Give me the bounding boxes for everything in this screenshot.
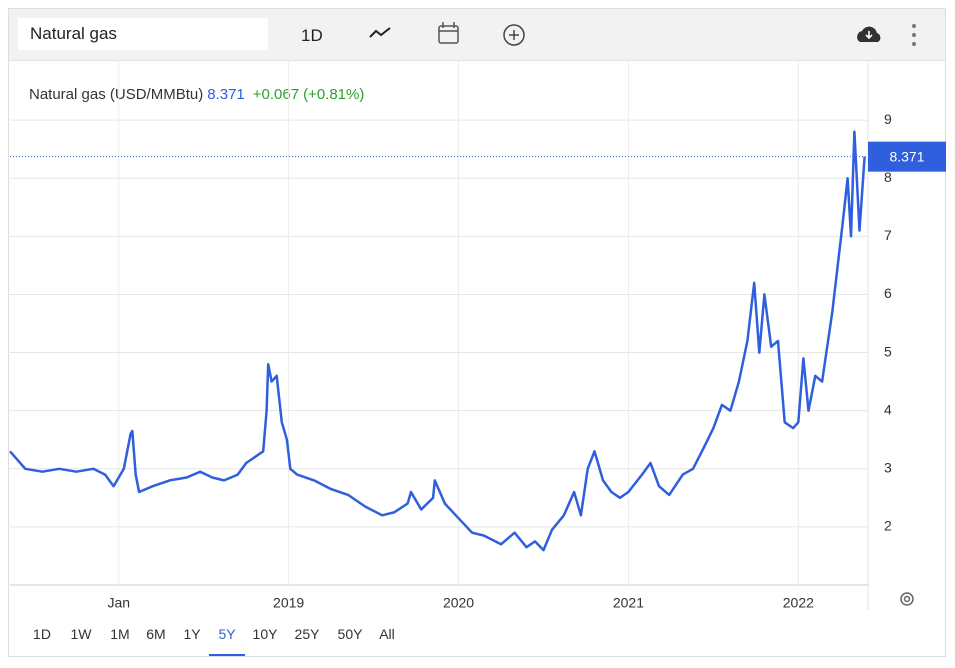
range-button[interactable]: 10Y xyxy=(252,626,278,642)
y-tick-label: 9 xyxy=(884,111,892,127)
x-tick-label: 2020 xyxy=(443,595,474,611)
toolbar: Natural gas 1D xyxy=(9,9,945,61)
last-price-label: 8.371 xyxy=(889,148,924,164)
quote-header: Natural gas (USD/MMBtu) 8.371 +0.067 (+0.81… xyxy=(29,86,364,103)
instrument-name: Natural gas (USD/MMBtu) xyxy=(29,86,204,103)
chart-type-icon[interactable] xyxy=(369,27,391,38)
x-tick-label: 2021 xyxy=(613,595,644,611)
x-tick-label: Jan xyxy=(107,595,130,611)
y-tick-label: 8 xyxy=(884,169,892,185)
add-icon[interactable] xyxy=(503,24,525,46)
widget-frame xyxy=(8,8,946,657)
last-price-tag xyxy=(868,141,946,172)
y-tick-label: 6 xyxy=(884,285,892,301)
y-tick-label: 4 xyxy=(884,401,892,417)
x-tick-label: 2019 xyxy=(273,595,304,611)
y-tick-label: 5 xyxy=(884,343,892,359)
y-tick-label: 7 xyxy=(884,227,892,243)
range-button[interactable]: 25Y xyxy=(294,626,320,642)
range-button[interactable]: 6M xyxy=(146,626,166,642)
range-button[interactable]: 1M xyxy=(110,626,130,642)
range-button[interactable]: 5Y xyxy=(209,622,245,656)
range-button[interactable]: All xyxy=(379,626,395,642)
interval-button[interactable]: 1D xyxy=(301,26,323,45)
last-price: 8.371 xyxy=(207,86,245,103)
more-icon[interactable] xyxy=(912,24,916,46)
range-button[interactable]: 1W xyxy=(70,626,92,642)
settings-icon[interactable] xyxy=(900,592,914,606)
price-line xyxy=(9,130,866,552)
change-percent: (+0.81%) xyxy=(303,86,365,103)
x-tick-label: 2022 xyxy=(783,595,814,611)
calendar-icon[interactable] xyxy=(438,22,459,44)
range-button[interactable]: 1D xyxy=(33,626,51,642)
change: +0.067 xyxy=(252,86,300,103)
download-icon[interactable] xyxy=(857,26,881,42)
search-box[interactable]: Natural gas xyxy=(18,18,268,50)
range-button[interactable]: 1Y xyxy=(183,626,201,642)
y-tick-label: 2 xyxy=(884,518,892,534)
y-tick-label: 3 xyxy=(884,459,892,475)
range-button[interactable]: 50Y xyxy=(337,626,363,642)
